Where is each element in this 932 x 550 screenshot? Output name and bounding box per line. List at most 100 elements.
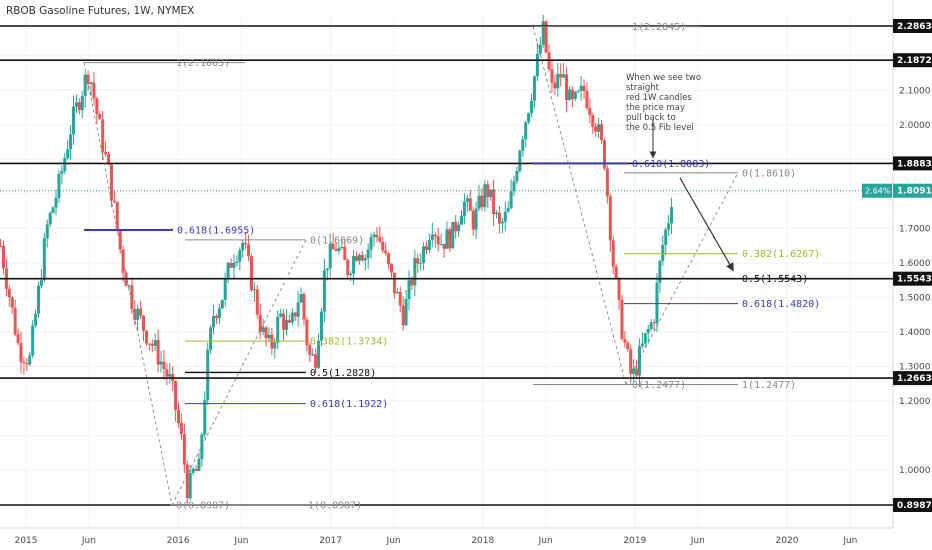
candle-body xyxy=(212,315,216,328)
candle-body xyxy=(594,126,598,132)
candle-body xyxy=(258,314,262,332)
candle-body xyxy=(661,244,665,261)
candle-body xyxy=(535,53,539,77)
candle-body xyxy=(74,102,78,107)
fib-level-label: 0.382(1.6267) xyxy=(742,249,820,260)
candle-body xyxy=(247,244,251,257)
candle-body xyxy=(57,173,61,198)
candle-body xyxy=(232,262,236,268)
candle-body xyxy=(486,184,490,198)
candle-body xyxy=(95,98,99,115)
candle-body xyxy=(290,312,294,323)
candle-body xyxy=(66,149,70,159)
candle-body xyxy=(629,349,633,374)
candle-body xyxy=(273,342,277,349)
candle-body xyxy=(573,91,577,99)
fib-level-label: 1(1.2477) xyxy=(742,380,796,391)
candle-body xyxy=(217,308,221,319)
x-tick-label: 2019 xyxy=(623,536,646,546)
candle-body xyxy=(150,343,154,346)
level-badge xyxy=(893,371,932,386)
candle-body xyxy=(427,239,431,250)
candle-body xyxy=(521,139,525,151)
candle-body xyxy=(602,140,606,169)
candle-body xyxy=(226,262,230,279)
candle-body xyxy=(457,224,461,232)
candle-body xyxy=(492,189,496,215)
candle-body xyxy=(556,73,560,89)
candle-body xyxy=(168,374,172,377)
candle-body xyxy=(244,242,248,245)
candle-body xyxy=(109,164,113,201)
candle-body xyxy=(112,200,116,203)
candle-body xyxy=(45,224,49,239)
candle-body xyxy=(617,278,621,300)
candle-body xyxy=(334,249,338,251)
candle-body xyxy=(101,119,105,152)
candle-body xyxy=(664,229,668,245)
fib-level-label: 0.618(1.8883) xyxy=(632,159,710,170)
candle-body xyxy=(565,74,569,101)
x-tick-label: Jun xyxy=(690,536,705,546)
candle-body xyxy=(279,313,283,317)
x-tick-label: Jun xyxy=(386,536,401,546)
candle-body xyxy=(445,229,449,249)
candles xyxy=(0,14,674,504)
candle-body xyxy=(553,82,557,89)
candle-body xyxy=(372,234,376,237)
candle-body xyxy=(28,355,32,365)
candle-body xyxy=(425,246,429,250)
candle-body xyxy=(410,280,414,286)
candle-body xyxy=(34,313,38,326)
level-badge-label: 1.5543 xyxy=(897,275,932,285)
candle-body xyxy=(340,246,344,249)
candle-body xyxy=(346,259,350,276)
candle-body xyxy=(282,313,286,330)
candle-body xyxy=(200,434,204,459)
chart-title: RBOB Gasoline Futures, 1W, NYMEX xyxy=(6,5,195,17)
candle-body xyxy=(261,327,265,332)
y-tick-label: 1.3000 xyxy=(899,362,931,372)
candle-body xyxy=(130,285,134,310)
candle-body xyxy=(398,291,402,306)
x-tick-label: Jun xyxy=(233,536,248,546)
candle-body xyxy=(375,234,379,238)
candle-body xyxy=(582,85,586,92)
candle-body xyxy=(214,315,218,319)
candle-body xyxy=(579,85,583,91)
candle-body xyxy=(483,184,487,208)
candle-body xyxy=(331,243,335,250)
candle-body xyxy=(188,472,192,499)
x-tick-label: Jun xyxy=(81,536,96,546)
candle-body xyxy=(343,246,347,260)
candle-body xyxy=(357,254,361,261)
y-tick-label: 1.0000 xyxy=(899,466,931,476)
y-tick-label: 1.7000 xyxy=(899,224,931,234)
candle-body xyxy=(381,241,385,251)
candle-body xyxy=(80,95,84,111)
candle-body xyxy=(506,208,510,212)
candle-body xyxy=(518,150,522,172)
candle-body xyxy=(165,369,169,377)
candle-body xyxy=(252,289,256,291)
candle-body xyxy=(284,320,288,330)
y-tick-label: 1.5000 xyxy=(899,293,931,303)
candle-body xyxy=(264,327,268,339)
y-tick-label: 2.0000 xyxy=(899,121,931,131)
candle-body xyxy=(477,195,481,209)
annotation-line: pull back to xyxy=(626,113,676,123)
candle-body xyxy=(142,315,146,331)
candle-body xyxy=(489,189,493,198)
fib-level-label: 1(2.2845) xyxy=(632,22,686,33)
candle-body xyxy=(460,215,464,225)
candle-body xyxy=(635,368,639,376)
candle-body xyxy=(77,102,81,111)
fib-level-label: 1(0.8987) xyxy=(308,501,362,512)
candle-body xyxy=(530,100,534,114)
annotation-line: the 0.5 Fib level xyxy=(626,123,694,133)
candle-body xyxy=(220,299,224,309)
x-tick-label: Jun xyxy=(538,536,553,546)
candle-body xyxy=(255,289,259,315)
fib-level-label: 0(1.2477) xyxy=(632,380,686,391)
